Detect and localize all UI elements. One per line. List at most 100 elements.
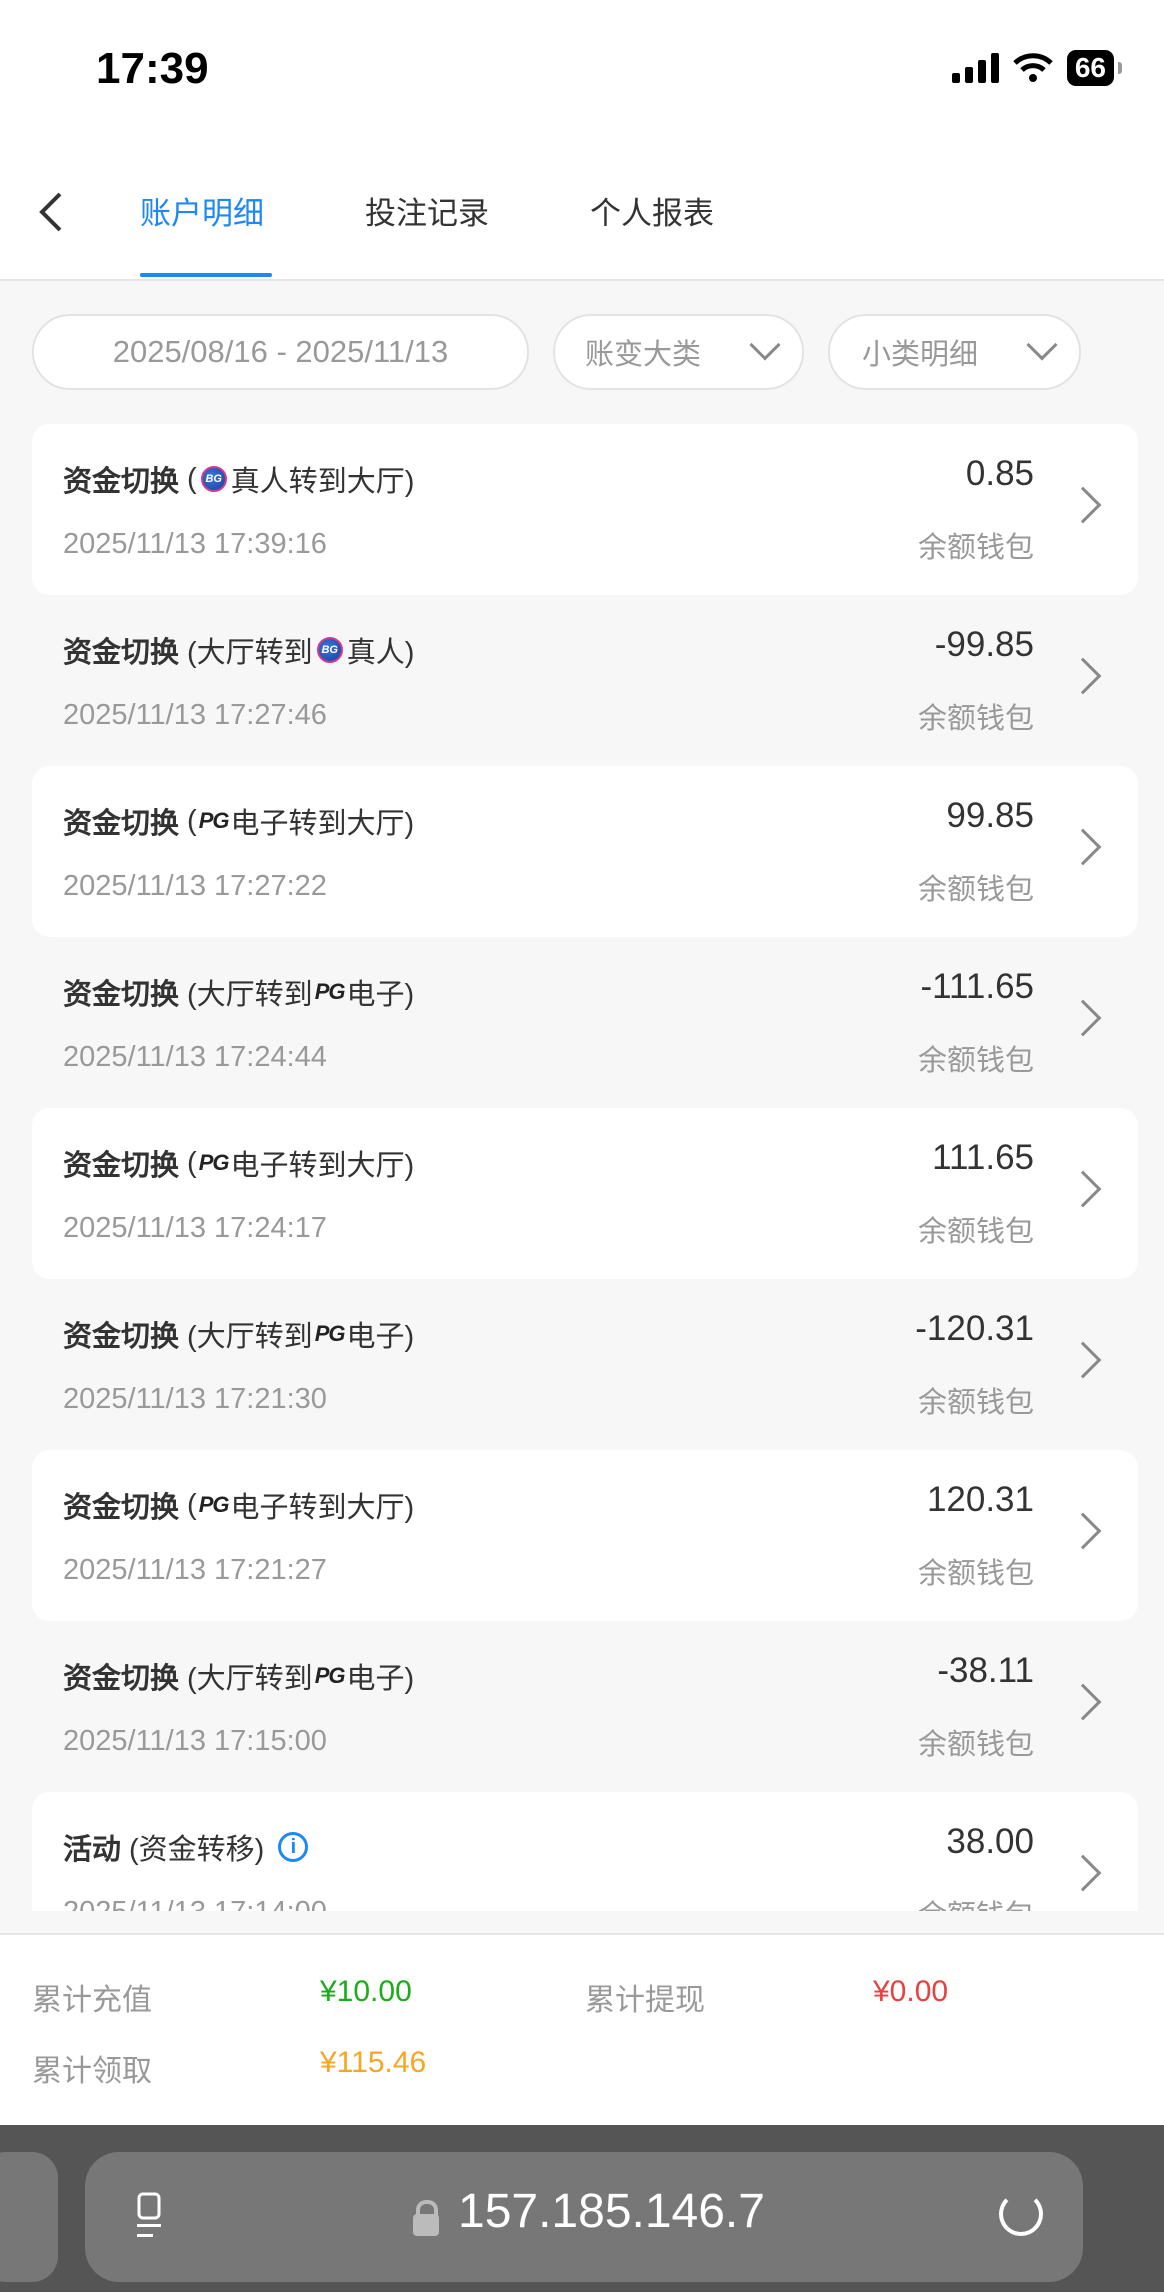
deposit-label: 累计充值 [32,1984,152,2017]
record-detail-suffix: 电子) [346,1321,415,1353]
record-type: 资金切换 [63,1321,180,1353]
claim-label: 累计领取 [32,2055,152,2088]
record-type: 资金切换 [63,637,180,669]
record-amount: 99.85 [946,796,1034,835]
record-detail-suffix: 真人) [346,637,415,669]
transaction-row[interactable]: 资金切换 (大厅转到 PG 电子) 2025/11/13 17:15:00 -38.11 余… [32,1621,1138,1792]
record-detail-prefix: (大厅转到 [187,637,313,669]
wifi-icon [1013,53,1053,82]
tab-personal-report[interactable]: 个人报表 [590,196,714,231]
record-time: 2025/11/13 17:24:44 [63,1041,327,1073]
date-range-picker[interactable]: 2025/08/16 - 2025/11/13 [32,314,529,390]
record-wallet: 余额钱包 [917,1558,1034,1590]
date-range-value: 2025/08/16 - 2025/11/13 [112,334,449,369]
record-amount: 111.65 [932,1138,1034,1177]
record-wallet: 余额钱包 [917,874,1034,906]
record-amount: 38.00 [946,1822,1034,1861]
pg-logo-icon: PG [198,808,230,833]
lock-icon [413,2200,439,2236]
summary-footer: 累计充值 ¥10.00 累计提现 ¥0.00 累计领取 ¥115.46 [0,1933,1164,2125]
chevron-down-icon [749,329,781,361]
tab-bet-records[interactable]: 投注记录 [365,196,489,231]
clock: 17:39 [96,44,209,93]
record-detail-suffix: 电子) [346,1663,415,1695]
chevron-down-icon [1026,329,1058,361]
category-value: 账变大类 [585,339,702,371]
chevron-right-icon [1064,999,1102,1037]
pg-logo-icon: PG [198,1492,230,1517]
chevron-right-icon [1064,1512,1102,1550]
pg-logo-icon: PG [314,1663,346,1688]
previous-tab-preview[interactable] [0,2152,58,2282]
record-detail-prefix: (大厅转到 [187,1321,313,1353]
transaction-row[interactable]: 资金切换(PG 电子转到大厅) 2025/11/13 17:24:17 111.65 余… [32,1108,1138,1279]
record-detail-suffix: 真人转到大厅) [230,466,415,498]
transaction-row[interactable]: 资金切换(BG 真人转到大厅) 2025/11/13 17:39:16 0.85 余额钱… [32,424,1138,595]
record-amount: -38.11 [937,1651,1034,1690]
record-amount: 0.85 [965,454,1034,493]
transaction-row[interactable]: 活动(资金转移) i 2025/11/13 17:14:00 38.00 余额钱包 [32,1792,1138,1911]
url-text: 157.185.146.7 [458,2185,765,2238]
record-wallet: 余额钱包 [917,532,1034,564]
category-dropdown[interactable]: 账变大类 [553,314,804,390]
record-detail-prefix: ( [187,1146,197,1179]
transaction-row[interactable]: 资金切换(PG 电子转到大厅) 2025/11/13 17:21:27 120.31 余… [32,1450,1138,1621]
record-amount: -111.65 [920,967,1034,1006]
record-detail-suffix: 电子转到大厅) [230,808,415,840]
record-time: 2025/11/13 17:21:30 [63,1383,327,1415]
subcategory-value: 小类明细 [862,339,979,371]
record-detail-prefix: (大厅转到 [187,979,313,1011]
record-wallet: 余额钱包 [917,703,1034,735]
back-button[interactable] [36,190,66,245]
address-bar[interactable]: 157.185.146.7 [85,2152,1083,2282]
tab-account-details[interactable]: 账户明细 [140,196,264,231]
tab-overview-icon[interactable] [137,2192,161,2242]
record-type: 资金切换 [63,979,180,1011]
transaction-row[interactable]: 资金切换(PG 电子转到大厅) 2025/11/13 17:27:22 99.85 余额… [32,766,1138,937]
pg-logo-icon: PG [314,1321,346,1346]
chevron-right-icon [1064,1341,1102,1379]
record-time: 2025/11/13 17:15:00 [63,1725,327,1757]
top-nav: 账户明细 投注记录 个人报表 [0,140,1164,281]
record-wallet: 余额钱包 [917,1216,1034,1248]
bg-logo-icon: BG [316,637,343,663]
chevron-right-icon [1064,486,1102,524]
active-tab-indicator [140,273,272,277]
transaction-row[interactable]: 资金切换 (大厅转到 PG 电子) 2025/11/13 17:21:30 -120.31… [32,1279,1138,1450]
signal-icon [951,53,999,83]
reload-icon[interactable] [999,2192,1043,2236]
record-type: 资金切换 [63,1492,180,1524]
chevron-right-icon [1064,828,1102,866]
chevron-right-icon [1064,657,1102,695]
subcategory-dropdown[interactable]: 小类明细 [828,314,1081,390]
record-time: 2025/11/13 17:27:22 [63,870,327,902]
record-time: 2025/11/13 17:39:16 [63,528,327,560]
info-icon[interactable]: i [278,1832,309,1862]
transaction-row[interactable]: 资金切换 (大厅转到 PG 电子) 2025/11/13 17:24:44 -111.65… [32,937,1138,1108]
record-time: 2025/11/13 17:14:00 [63,1896,327,1911]
chevron-left-icon [39,192,62,232]
record-time: 2025/11/13 17:21:27 [63,1554,327,1586]
record-time: 2025/11/13 17:24:17 [63,1212,327,1244]
battery-icon: 66 [1066,50,1123,86]
bg-logo-icon: BG [200,466,227,492]
transaction-row[interactable]: 资金切换 (大厅转到 BG 真人) 2025/11/13 17:27:46 -99.85 余… [32,595,1138,766]
record-wallet: 余额钱包 [917,1729,1034,1761]
record-wallet: 余额钱包 [918,1892,1034,1911]
record-wallet: 余额钱包 [917,1045,1034,1077]
record-wallet: 余额钱包 [917,1387,1034,1419]
record-amount: -120.31 [915,1309,1034,1348]
browser-toolbar: 157.185.146.7 [0,2125,1164,2292]
transaction-list[interactable]: 资金切换(BG 真人转到大厅) 2025/11/13 17:39:16 0.85 余额钱… [0,414,1164,1911]
record-detail-suffix: 电子) [346,979,415,1011]
pg-logo-icon: PG [198,1150,230,1175]
chevron-right-icon [1064,1854,1102,1892]
chevron-right-icon [1064,1170,1102,1208]
record-type: 资金切换 [63,808,180,840]
status-bar: 17:39 66 [0,0,1164,140]
record-detail-prefix: ( [187,1488,197,1521]
record-amount: 120.31 [926,1480,1034,1519]
record-detail-prefix: (大厅转到 [187,1663,313,1695]
record-type: 活动 [63,1834,122,1866]
record-detail-prefix: ( [187,804,197,837]
